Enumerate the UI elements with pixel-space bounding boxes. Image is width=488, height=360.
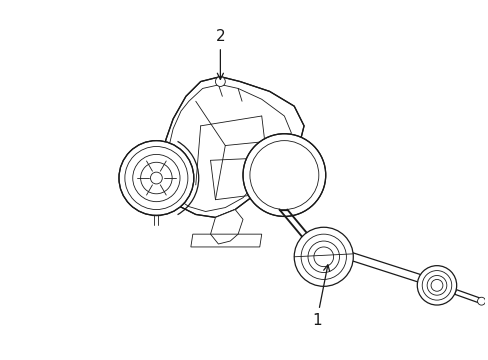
Polygon shape	[454, 290, 481, 303]
Text: 2: 2	[215, 29, 225, 79]
Circle shape	[150, 172, 162, 184]
Circle shape	[119, 141, 193, 215]
Circle shape	[416, 266, 456, 305]
Polygon shape	[156, 77, 304, 217]
Polygon shape	[345, 251, 429, 285]
Circle shape	[477, 297, 485, 305]
Polygon shape	[210, 210, 243, 244]
Circle shape	[294, 227, 352, 286]
Text: 1: 1	[311, 265, 329, 328]
Circle shape	[243, 134, 325, 216]
Circle shape	[302, 239, 313, 251]
Circle shape	[215, 77, 225, 86]
